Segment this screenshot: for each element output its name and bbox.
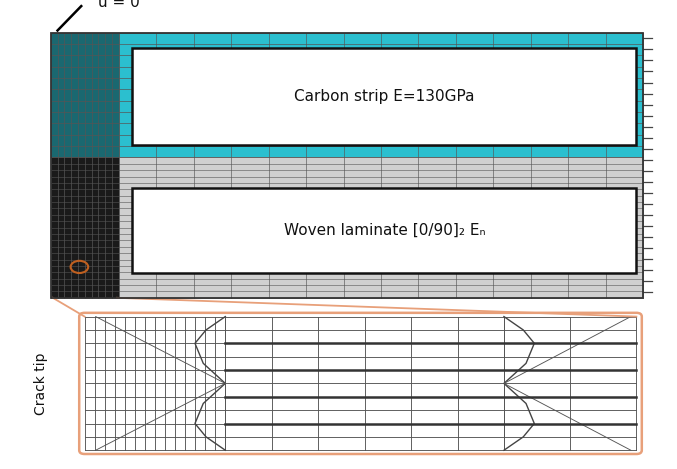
Text: Crack tip: Crack tip [34, 352, 47, 415]
Text: Woven laminate [0/90]₂ Eₙ: Woven laminate [0/90]₂ Eₙ [284, 223, 485, 238]
Text: u = 0: u = 0 [98, 0, 140, 10]
Text: Carbon strip E=130GPa: Carbon strip E=130GPa [294, 89, 475, 104]
Bar [133, 188, 636, 272]
Bar [133, 48, 636, 145]
Bar [51, 158, 643, 298]
FancyBboxPatch shape [79, 313, 642, 454]
Bar [51, 33, 643, 298]
Bar [51, 158, 119, 298]
Bar [51, 33, 643, 158]
Bar [51, 33, 119, 158]
